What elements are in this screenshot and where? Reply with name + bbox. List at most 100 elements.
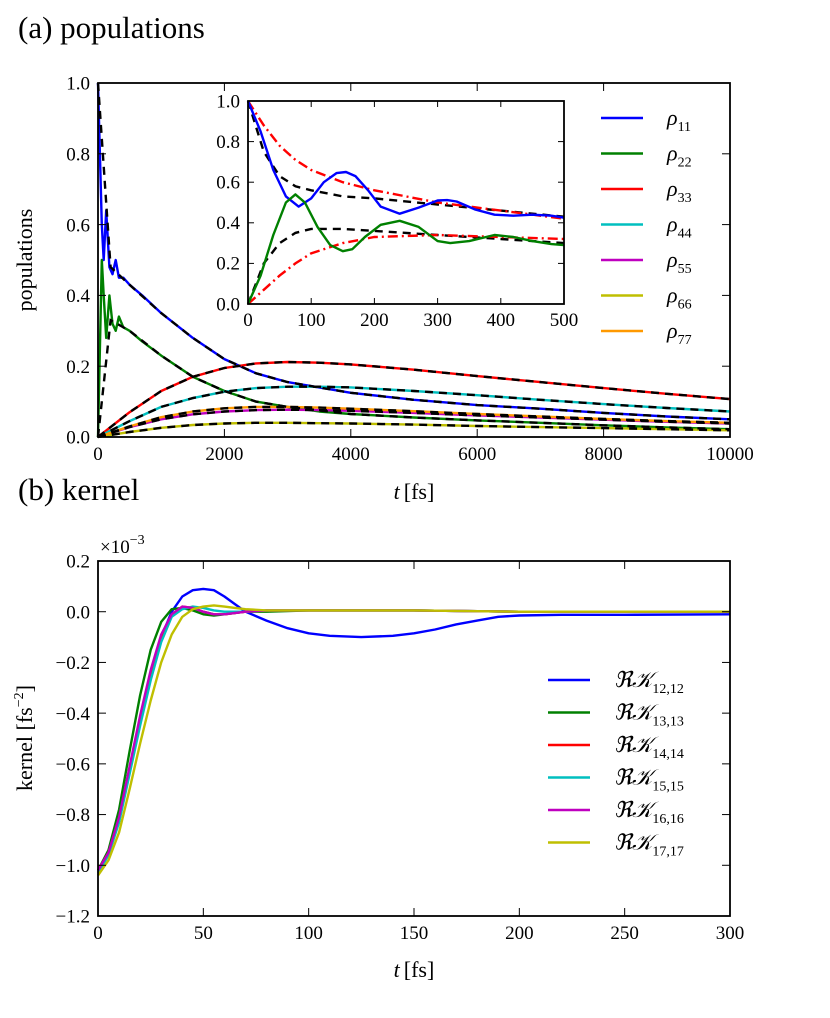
- reference-dashed-line: [97, 421, 731, 439]
- panel-b-title: (b) kernel: [18, 472, 139, 507]
- y-tick-label: 1.0: [216, 91, 240, 112]
- x-tick-label: 200: [505, 923, 534, 944]
- panel-b-x-ticks: 0 50 100 150 200 250 300: [93, 561, 744, 944]
- panel-b-y-axis-close: ]: [12, 685, 37, 692]
- panel-a-x-axis-unit: [fs]: [404, 479, 435, 504]
- legend-label-base: ℜ𝒦: [614, 667, 659, 692]
- panel-b-y-ticks: −1.2 −1.0 −0.8 −0.6 −0.4 −0.2 0.0 0.2: [56, 552, 730, 928]
- x-tick-label: 300: [716, 923, 745, 944]
- legend-label: ℜ𝒦17,17: [614, 830, 684, 860]
- x-tick-label: 6000: [458, 444, 496, 465]
- x-tick-label: 8000: [585, 444, 623, 465]
- panel-b-y-axis-exponent: −2: [12, 692, 27, 707]
- legend-label-subscript: 14,14: [652, 747, 684, 762]
- x-tick-label: 300: [423, 310, 452, 331]
- panel-b-kernel: (b) kernel ×10−3 0 50 100 150 200 250 300 −1.2…: [12, 472, 744, 982]
- legend-label: ρ22: [666, 141, 692, 171]
- legend-label-subscript: 55: [678, 262, 692, 277]
- reference-dashed-line: [96, 82, 731, 421]
- panel-b-scale-prefix: ×10: [100, 537, 130, 558]
- legend-label-subscript: 17,17: [652, 845, 684, 860]
- legend-label-subscript: 66: [678, 298, 692, 313]
- legend-label: ℜ𝒦14,14: [614, 732, 684, 762]
- inset-reference-line: [246, 100, 565, 220]
- x-tick-label: 500: [550, 310, 579, 331]
- legend-label-subscript: 15,15: [652, 780, 684, 795]
- panel-b-scale-factor: ×10−3: [100, 533, 145, 558]
- legend-label-base: ℜ𝒦: [614, 732, 659, 757]
- legend-label-subscript: 16,16: [652, 812, 684, 827]
- reference-dashed-line: [97, 408, 731, 439]
- y-tick-label: 0.6: [216, 173, 240, 194]
- panel-a-x-axis-label: t [fs]: [394, 479, 435, 504]
- legend-label: ρ55: [666, 247, 692, 277]
- panel-a-x-ticks: 0 2000 4000 6000 8000 10000: [93, 83, 754, 465]
- y-tick-label: 0.2: [66, 357, 90, 378]
- legend-label-subscript: 44: [678, 227, 692, 242]
- legend-label: ρ44: [666, 212, 692, 242]
- legend-label-base: ℜ𝒦: [614, 700, 659, 725]
- legend-label-base: ρ: [666, 141, 678, 166]
- y-tick-label: −1.0: [56, 856, 90, 877]
- y-tick-label: 0.4: [66, 286, 90, 307]
- panel-a-curves: [96, 82, 731, 439]
- y-tick-label: 0.2: [66, 552, 90, 573]
- panel-a-y-ticks: 0.0 0.2 0.4 0.6 0.8 1.0: [66, 74, 730, 449]
- panel-b-curves: [96, 587, 731, 877]
- panel-b-y-axis-text: kernel [fs: [12, 707, 37, 791]
- legend-label-subscript: 13,13: [652, 715, 684, 730]
- legend-label: ℜ𝒦15,15: [614, 765, 684, 795]
- x-tick-label: 10000: [706, 444, 754, 465]
- x-tick-label: 100: [297, 310, 326, 331]
- reference-dashed-line: [97, 360, 731, 438]
- legend-label-subscript: 77: [678, 333, 692, 348]
- y-tick-label: −0.8: [56, 805, 90, 826]
- panel-a-title: (a) populations: [18, 10, 205, 45]
- x-tick-label: 100: [294, 923, 323, 944]
- y-tick-label: 0.8: [216, 132, 240, 153]
- legend-label: ℜ𝒦16,16: [614, 797, 684, 827]
- x-tick-label: 150: [400, 923, 429, 944]
- inset-reference-line: [246, 227, 565, 305]
- y-tick-label: 0.6: [66, 215, 90, 236]
- legend-label: ρ11: [666, 105, 691, 135]
- legend-label: ρ77: [666, 318, 692, 348]
- x-tick-label: 250: [610, 923, 639, 944]
- legend-label-subscript: 22: [678, 156, 692, 171]
- inset-curves: [246, 100, 565, 305]
- legend-label-base: ℜ𝒦: [614, 765, 659, 790]
- legend-label-subscript: 33: [678, 191, 692, 206]
- legend-label: ρ66: [666, 283, 692, 313]
- reference-dashed-line: [97, 405, 731, 439]
- legend-label-subscript: 11: [678, 120, 691, 135]
- legend-label-base: ρ: [666, 318, 678, 343]
- inset-x-ticks: 0 100 200 300 400 500: [243, 101, 578, 331]
- x-tick-label: 2000: [205, 444, 243, 465]
- legend-label: ℜ𝒦12,12: [614, 667, 684, 697]
- panel-b-legend: ℜ𝒦12,12ℜ𝒦13,13ℜ𝒦14,14ℜ𝒦15,15ℜ𝒦16,16ℜ𝒦17,…: [548, 667, 684, 860]
- panel-b-x-axis-unit: [fs]: [404, 957, 435, 982]
- x-tick-label: 0: [243, 310, 253, 331]
- panel-b-y-axis-label: kernel [fs−2]: [12, 685, 37, 791]
- x-tick-label: 200: [360, 310, 389, 331]
- legend-label-base: ℜ𝒦: [614, 830, 659, 855]
- panel-b-x-axis-label: t [fs]: [394, 957, 435, 982]
- panel-a-populations: (a) populations 0 2000 4000 6000 8000 10000 0…: [12, 10, 754, 504]
- panel-a-frame: [97, 82, 731, 438]
- inset-series-line: [246, 193, 565, 305]
- y-tick-label: −0.6: [56, 755, 90, 776]
- x-tick-label: 0: [93, 923, 103, 944]
- legend-label-base: ρ: [666, 247, 678, 272]
- y-tick-label: 0.0: [66, 428, 90, 449]
- legend-label-base: ρ: [666, 176, 678, 201]
- y-tick-label: −0.4: [56, 704, 91, 725]
- legend-label: ρ33: [666, 176, 692, 206]
- y-tick-label: 0.4: [216, 213, 240, 234]
- inset-reference-line: [246, 100, 565, 218]
- legend-label: ℜ𝒦13,13: [614, 700, 684, 730]
- inset-y-ticks: 0.0 0.2 0.4 0.6 0.8 1.0: [216, 91, 564, 315]
- legend-label-base: ρ: [666, 212, 678, 237]
- panel-a-y-axis-label: populations: [12, 209, 37, 312]
